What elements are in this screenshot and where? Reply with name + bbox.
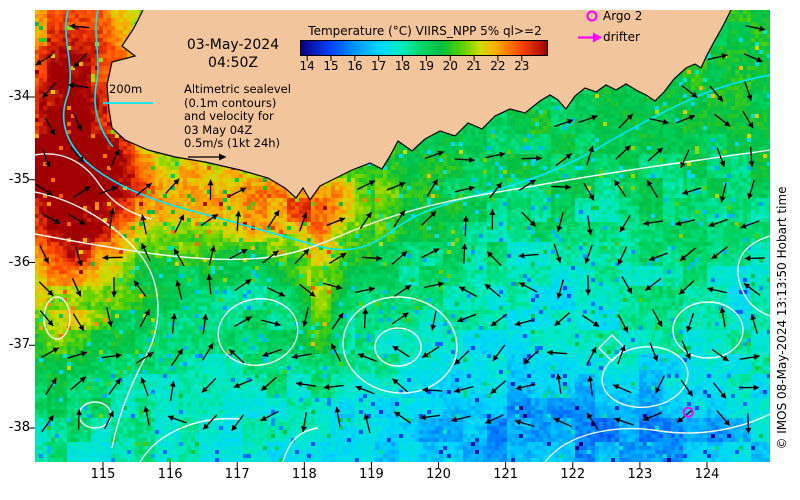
colorbar	[300, 40, 548, 56]
x-tick-label: 117	[224, 467, 250, 482]
x-tick-label: 122	[560, 467, 586, 482]
x-tick-label: 118	[291, 467, 317, 482]
colorbar-tick-label: 16	[347, 59, 363, 73]
altimetry-note-line: Altimetric sealevel	[184, 82, 291, 96]
altimetry-note: Altimetric sealevel (0.1m contours) and …	[184, 82, 291, 151]
bathymetry-legend-label: 200m	[109, 82, 143, 96]
drifter-legend-label: drifter	[603, 30, 640, 44]
colorbar-tick-label: 18	[394, 59, 411, 73]
y-tick-label: -38	[8, 420, 30, 435]
colorbar-title: Temperature (°C) VIIRS_NPP 5% ql>=2	[308, 24, 542, 38]
velocity-arrows	[35, 23, 766, 434]
datetime-label: 03-May-2024 04:50Z	[163, 36, 303, 72]
y-tick-label: -36	[8, 254, 30, 270]
colorbar-tick-label: 15	[323, 59, 339, 73]
argo-float-marker[interactable]	[682, 406, 694, 418]
x-tick-label: 120	[426, 467, 451, 482]
date-label: 03-May-2024	[186, 37, 280, 53]
copyright-watermark: © IMOS 08-May-2024 13:13:50 Hobart time	[775, 186, 789, 449]
velocity-scale-arrow	[188, 153, 227, 161]
bathymetry-contour-200m	[62, 10, 770, 251]
x-tick-label: 123	[627, 467, 653, 482]
colorbar-tick-label: 19	[418, 59, 435, 73]
altimetry-note-line: 0.5m/s (1kt 24h)	[184, 136, 281, 150]
axis-ticks	[29, 96, 708, 468]
coastline	[106, 10, 732, 202]
colorbar-tick-label: 17	[371, 59, 387, 73]
argo-legend-label: Argo 2	[603, 9, 643, 23]
x-tick-label: 116	[157, 467, 183, 482]
altimetry-note-line: and velocity for	[184, 109, 274, 123]
sealevel-contours	[35, 149, 770, 462]
altimetry-note-line: 03 May 04Z	[184, 122, 253, 137]
argo-legend-icon	[586, 10, 598, 22]
colorbar-tick-label: 22	[490, 59, 506, 73]
drifter-legend-icon	[578, 32, 602, 43]
x-tick-label: 124	[694, 467, 720, 482]
y-tick-label: -35	[8, 171, 30, 187]
altimetry-note-line: (0.1m contours)	[184, 95, 277, 110]
y-tick-label: -34	[8, 89, 30, 104]
time-label: 04:50Z	[208, 55, 258, 71]
colorbar-ticks	[306, 56, 523, 61]
land-region	[107, 10, 731, 200]
colorbar-tick-label: 23	[514, 59, 530, 73]
colorbar-tick-label: 20	[442, 59, 458, 73]
colorbar-tick-label: 21	[466, 59, 482, 73]
x-tick-label: 115	[90, 467, 116, 482]
x-tick-label: 121	[493, 467, 519, 482]
x-tick-label: 119	[359, 467, 384, 482]
y-tick-label: -37	[8, 337, 30, 353]
colorbar-tick-label: 14	[299, 59, 315, 73]
